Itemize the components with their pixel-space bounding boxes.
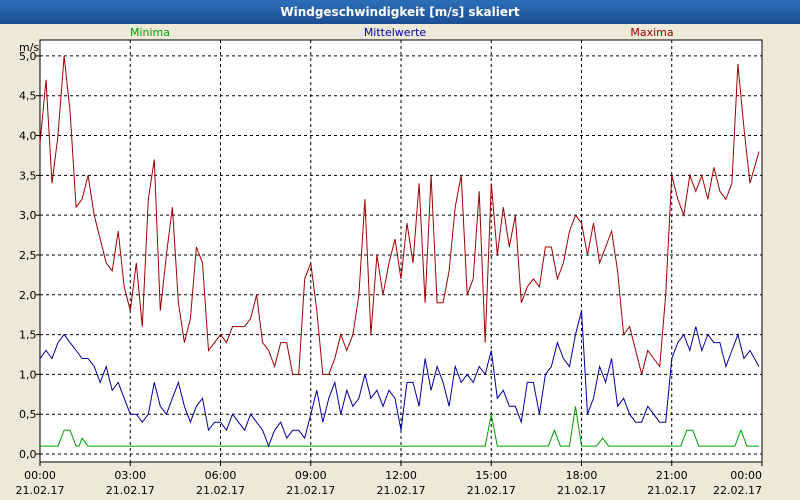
legend-entry-mittelwerte: Mittelwerte [364,26,427,39]
y-tick-label: 2,0 [19,289,37,302]
x-tick-time-label: 18:00 [566,469,598,482]
x-tick-time-label: 12:00 [385,469,417,482]
x-tick-date-label: 21.02.17 [286,484,335,497]
x-tick-time-label: 00:00 [24,469,56,482]
plot-border [39,39,763,463]
x-tick-date-label: 21.02.17 [647,484,696,497]
x-tick-date-label: 21.02.17 [196,484,245,497]
y-tick-label: 0,0 [19,448,37,461]
axes: 0,0 0,5 1,0 1,5 2,0 2,5 3,0 3,5 4,0 4,5 5,0 00:00 21… [16,39,763,497]
x-tick-time-label: 00:00 [730,469,762,482]
x-tick-time-label: 06:00 [205,469,237,482]
x-tick-date-label: 21.02.17 [16,484,65,497]
grid [40,40,762,462]
y-tick-label: 4,0 [19,130,37,143]
x-tick-date-label: 21.02.17 [467,484,516,497]
legend: Minima Mittelwerte Maxima [130,26,674,39]
legend-entry-minima: Minima [130,26,170,39]
y-tick-label: 3,0 [19,209,37,222]
y-tick-label: 1,0 [19,368,37,381]
x-tick-time-label: 09:00 [295,469,327,482]
series-line-mittelwerte [39,310,760,448]
window-title: Windgeschwindigkeit [m/s] skaliert [0,0,800,24]
series-line-minima [40,406,759,447]
x-tick-date-label: 21.02.17 [377,484,426,497]
chart-canvas: 0,0 0,5 1,0 1,5 2,0 2,5 3,0 3,5 4,0 4,5 5,0 00:00 21… [16,26,763,497]
y-axis-label: m/s [19,41,39,54]
y-tick-label: 1,5 [19,329,37,342]
y-tick-label: 2,5 [19,249,37,262]
x-tick-time-label: 03:00 [114,469,146,482]
x-tick-time-label: 15:00 [475,469,507,482]
legend-entry-maxima: Maxima [630,26,673,39]
y-tick-label: 0,5 [19,408,37,421]
y-tick-label: 3,5 [19,169,37,182]
x-tick-date-label: 22.02.17 [713,484,762,497]
x-tick-date-label: 21.02.17 [557,484,606,497]
series-line-maxima [39,55,760,375]
x-tick-date-label: 21.02.17 [106,484,155,497]
y-tick-label: 5,0 [19,50,37,63]
y-tick-label: 4,5 [19,90,37,103]
x-tick-time-label: 21:00 [656,469,688,482]
series-group [39,55,760,448]
